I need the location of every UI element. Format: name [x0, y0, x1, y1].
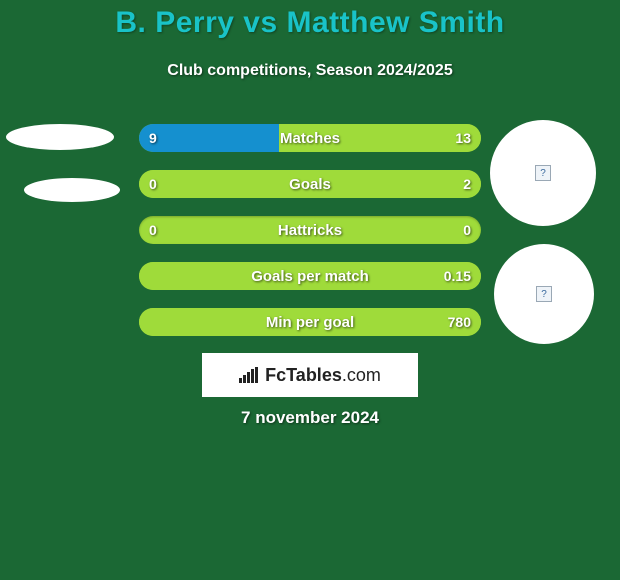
stat-bar-row: Goals per match0.15: [139, 262, 481, 290]
stat-bar-label: Goals: [139, 170, 481, 198]
brand-suffix: .com: [342, 365, 381, 385]
page-subtitle: Club competitions, Season 2024/2025: [0, 62, 620, 80]
stat-bar-left-value: 0: [149, 216, 157, 244]
stat-bar-right-value: 13: [455, 124, 471, 152]
player-left-avatar-ellipse: [24, 178, 120, 202]
player-right-avatar-circle: ?: [490, 120, 596, 226]
stat-bar-row: Matches9 13: [139, 124, 481, 152]
stat-bar-label: Hattricks: [139, 216, 481, 244]
comparison-infographic: B. Perry vs Matthew Smith Club competiti…: [0, 0, 620, 580]
bar-chart-icon: [239, 367, 259, 383]
stat-bar-left-value: 9: [149, 124, 157, 152]
page-title: B. Perry vs Matthew Smith: [0, 6, 620, 40]
stat-bar-right-value: 0.15: [444, 262, 471, 290]
stat-bar-right-value: 780: [448, 308, 471, 336]
brand-badge: FcTables.com: [202, 353, 418, 397]
player-right-avatar-circle: ?: [494, 244, 594, 344]
brand-text: FcTables.com: [265, 365, 381, 386]
stat-bar-row: Hattricks0 0: [139, 216, 481, 244]
stat-bar-label: Min per goal: [139, 308, 481, 336]
stat-bar-right-value: 2: [463, 170, 471, 198]
placeholder-image-icon: ?: [535, 165, 551, 181]
stat-bar-left-value: 0: [149, 170, 157, 198]
stat-bar-row: Min per goal780: [139, 308, 481, 336]
stat-bar-label: Goals per match: [139, 262, 481, 290]
stat-bar-label: Matches: [139, 124, 481, 152]
stat-bars: Matches913Goals02Hattricks00Goals per ma…: [139, 124, 481, 354]
player-right-avatar-stack: ? ?: [490, 120, 602, 350]
snapshot-date: 7 november 2024: [0, 408, 620, 428]
placeholder-image-icon: ?: [536, 286, 552, 302]
player-left-avatar-ellipse: [6, 124, 114, 150]
stat-bar-row: Goals0 2: [139, 170, 481, 198]
brand-name: FcTables: [265, 365, 342, 385]
stat-bar-right-value: 0: [463, 216, 471, 244]
